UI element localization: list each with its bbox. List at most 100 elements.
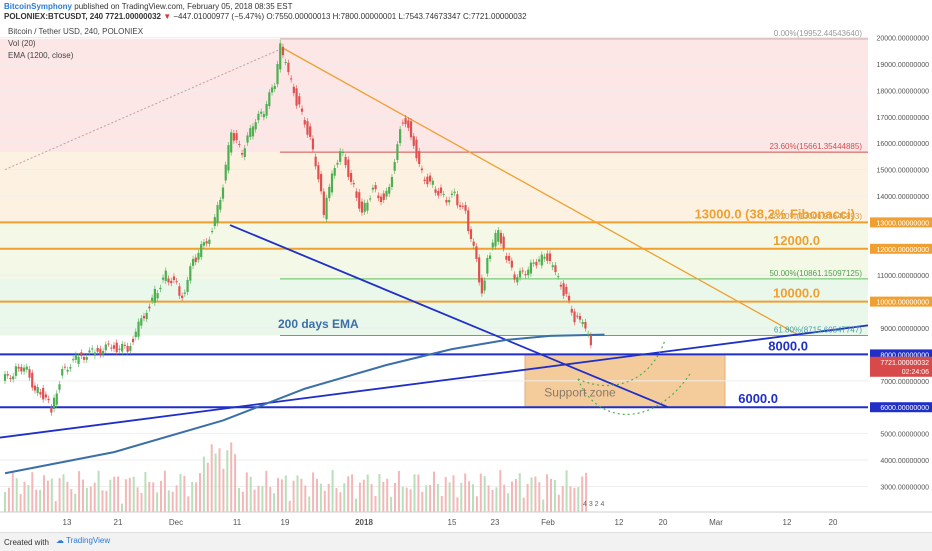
volume-bar <box>386 478 389 512</box>
candle-body <box>292 86 295 94</box>
volume-bar <box>409 489 412 512</box>
volume-bar <box>199 473 201 512</box>
x-tick-label: 21 <box>114 518 123 527</box>
volume-bar <box>15 478 18 512</box>
candle-body <box>260 111 263 114</box>
candle-body <box>557 276 560 278</box>
level-label: 6000.0 <box>738 391 778 406</box>
brand-text: TradingView <box>66 536 111 545</box>
candle-body <box>344 156 347 166</box>
volume-bar <box>472 484 474 512</box>
candle-body <box>518 270 522 278</box>
candle-body <box>314 156 317 167</box>
candle-body <box>535 261 538 266</box>
candle-body <box>104 344 107 351</box>
candle-body <box>420 168 424 171</box>
fib-label: 61.80%(8715.60547747) <box>774 326 862 335</box>
axis-level-badge <box>870 402 932 413</box>
volume-bar <box>561 486 564 512</box>
candle-body <box>140 318 143 326</box>
candle-body <box>219 200 222 210</box>
candle-body <box>257 113 260 121</box>
candle-body <box>320 173 323 192</box>
candle-body <box>153 288 156 303</box>
volume-bar <box>433 471 435 512</box>
fib-band <box>0 222 868 279</box>
candle-body <box>298 96 301 105</box>
volume-bar <box>319 483 322 512</box>
candle-body <box>148 306 151 309</box>
author-link[interactable]: BitcoinSymphony <box>4 2 73 11</box>
volume-bar <box>101 490 104 512</box>
candle-body <box>82 357 86 360</box>
candle-body <box>126 345 129 352</box>
chart-canvas[interactable]: 0.00%(19952.44543640) 23.60%(15661.354448… <box>0 22 932 532</box>
volume-bar <box>70 489 73 512</box>
candle-body <box>330 173 334 193</box>
volume-bar <box>82 479 84 512</box>
candle-body <box>200 244 203 258</box>
published-text: published on TradingView.com, February 0… <box>74 2 293 11</box>
trend-lines <box>0 47 869 439</box>
y-tick-label: 15000.00000000 <box>876 168 929 175</box>
candle-body <box>232 133 235 141</box>
candle-body <box>156 293 159 299</box>
candle-body <box>478 257 481 283</box>
x-tick-label: 12 <box>783 518 792 527</box>
volume-bar <box>156 492 159 512</box>
candle-body <box>581 322 584 325</box>
x-tick-label: 20 <box>659 518 668 527</box>
tradingview-logo-icon[interactable]: ☁ TradingView <box>56 536 111 545</box>
x-tick-label: Dec <box>169 518 183 527</box>
candle-body <box>347 159 350 177</box>
volume-bar <box>440 495 443 512</box>
legend-title: Bitcoin / Tether USD, 240, POLONIEX <box>8 27 144 36</box>
candle-body <box>554 265 557 273</box>
volume-bar <box>511 481 513 512</box>
volume-bar <box>366 474 369 512</box>
volume-bar <box>475 496 478 512</box>
y-tick-label: 7000.00000000 <box>880 379 929 386</box>
candle-body <box>374 185 377 190</box>
volume-bar <box>284 475 287 512</box>
volume-bar <box>23 481 26 512</box>
candle-body <box>352 183 355 185</box>
volume-bar <box>460 482 463 512</box>
volume-bar <box>413 474 416 512</box>
candle-body <box>429 175 432 182</box>
candle-body <box>137 321 140 337</box>
volume-bar <box>50 478 53 512</box>
candle-body <box>358 192 361 209</box>
volume-bar <box>117 476 120 512</box>
chart-header: BitcoinSymphony published on TradingView… <box>0 0 932 22</box>
candle-body <box>230 132 233 153</box>
candle-body <box>178 286 181 296</box>
volume-bar <box>530 477 533 512</box>
volume-bar <box>394 482 396 512</box>
candle-body <box>9 378 12 380</box>
candle-body <box>508 255 511 261</box>
y-tick-label: 20000.00000000 <box>876 36 929 43</box>
volume-bar <box>339 492 342 512</box>
candle-body <box>202 242 206 246</box>
candle-body <box>246 135 249 143</box>
axis-level-label: 8000.00000000 <box>880 352 929 359</box>
candle-body <box>366 202 369 211</box>
y-tick-label: 11000.00000000 <box>877 273 929 280</box>
candle-body <box>475 246 478 259</box>
candle-body <box>186 279 189 293</box>
candle-body <box>548 253 552 262</box>
candle-body <box>194 257 197 263</box>
volume-bar <box>448 482 451 512</box>
volume-bar <box>316 478 318 512</box>
candle-body <box>390 176 394 187</box>
volume-bar <box>152 482 155 512</box>
volume-bar <box>323 490 326 512</box>
candle-body <box>562 283 565 296</box>
candle-body <box>379 196 383 203</box>
candle-body <box>399 129 402 144</box>
volume-bar <box>362 479 365 512</box>
candle-body <box>14 366 17 376</box>
candle-body <box>584 321 587 329</box>
candle-body <box>510 260 513 268</box>
